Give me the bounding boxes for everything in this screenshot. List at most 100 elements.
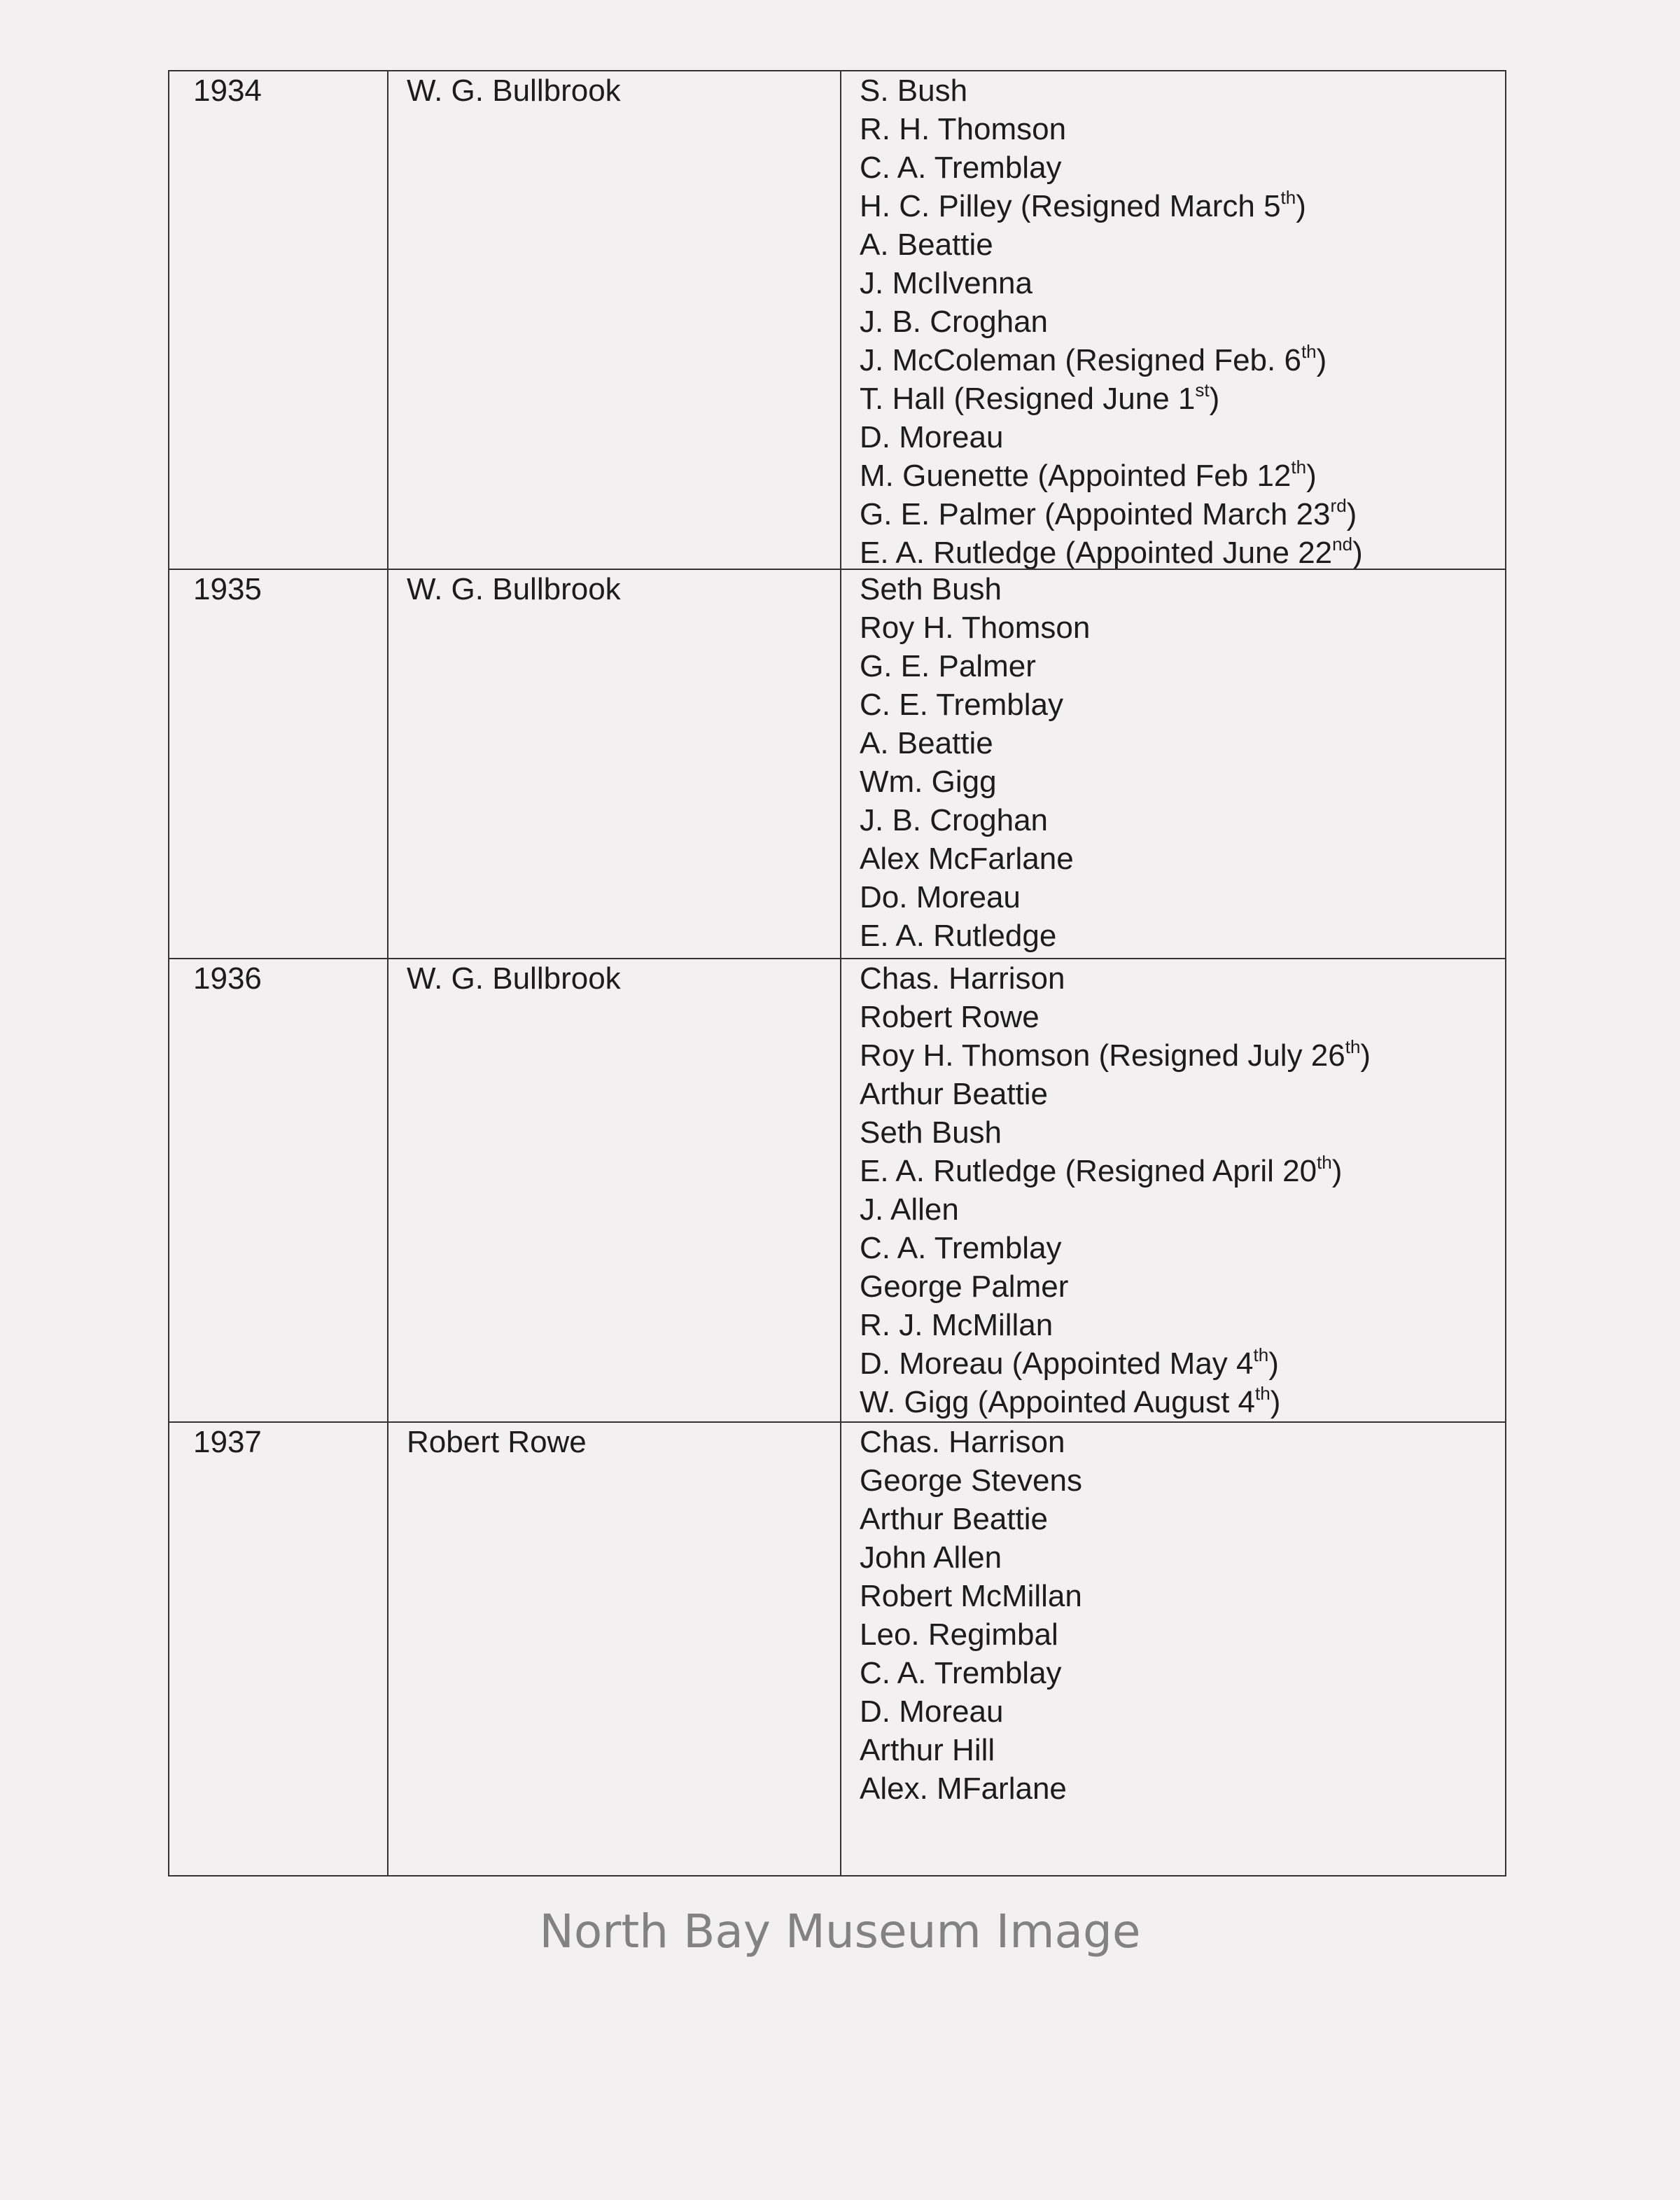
member-text: E. A. Rutledge (Appointed June 22 <box>860 536 1333 570</box>
council-member: Chas. Harrison <box>860 1423 1505 1461</box>
year-cell: 1936 <box>169 959 388 1421</box>
council-member: Robert Rowe <box>860 998 1505 1036</box>
council-member: G. E. Palmer (Appointed March 23rd) <box>860 495 1505 534</box>
council-member: Seth Bush <box>860 1113 1505 1152</box>
closing-paren: ) <box>1270 1385 1281 1419</box>
member-text: C. A. Tremblay <box>860 151 1062 185</box>
member-text: C. A. Tremblay <box>860 1231 1062 1265</box>
member-text: George Palmer <box>860 1269 1069 1304</box>
council-member: Alex McFarlane <box>860 840 1505 878</box>
member-text: Wm. Gigg <box>860 765 997 799</box>
council-member: George Palmer <box>860 1267 1505 1306</box>
member-text: Seth Bush <box>860 1115 1002 1150</box>
council-member: Wm. Gigg <box>860 763 1505 801</box>
member-text: J. McColeman (Resigned Feb. 6 <box>860 343 1301 377</box>
member-text: D. Moreau <box>860 420 1004 454</box>
council-cell: S. Bush R. H. Thomson C. A. Tremblay H. C. … <box>841 71 1505 570</box>
ordinal-suffix: th <box>1255 1383 1270 1404</box>
mayor-cell: W. G. Bullbrook <box>388 959 841 1421</box>
council-member: J. B. Croghan <box>860 801 1505 840</box>
closing-paren: ) <box>1360 1038 1371 1073</box>
council-member: C. E. Tremblay <box>860 685 1505 724</box>
member-text: Arthur Beattie <box>860 1077 1049 1111</box>
closing-paren: ) <box>1346 497 1357 531</box>
member-text: G. E. Palmer (Appointed March 23 <box>860 497 1331 531</box>
council-member: J. Allen <box>860 1190 1505 1229</box>
ordinal-suffix: nd <box>1332 534 1353 555</box>
closing-paren: ) <box>1209 382 1220 416</box>
council-member: Alex. MFarlane <box>860 1769 1505 1808</box>
mayor-cell: W. G. Bullbrook <box>388 71 841 569</box>
council-member: Chas. Harrison <box>860 959 1505 998</box>
member-text: C. A. Tremblay <box>860 1656 1062 1690</box>
year-cell: 1935 <box>169 570 388 958</box>
member-text: H. C. Pilley (Resigned March 5 <box>860 189 1281 223</box>
council-member: J. McIlvenna <box>860 264 1505 302</box>
member-text: T. Hall (Resigned June 1 <box>860 382 1196 416</box>
member-text: E. A. Rutledge (Resigned April 20 <box>860 1154 1317 1188</box>
member-text: C. E. Tremblay <box>860 688 1063 722</box>
table-row: 1934 W. G. Bullbrook S. Bush R. H. Thomson C… <box>168 70 1506 570</box>
council-member: J. B. Croghan <box>860 302 1505 341</box>
ordinal-suffix: th <box>1301 341 1317 362</box>
member-text: J. B. Croghan <box>860 803 1049 837</box>
member-text: A. Beattie <box>860 726 993 760</box>
member-text: A. Beattie <box>860 228 993 262</box>
mayor-cell: Robert Rowe <box>388 1423 841 1875</box>
member-text: M. Guenette (Appointed Feb 12 <box>860 459 1292 493</box>
member-text: R. J. McMillan <box>860 1308 1054 1342</box>
member-text: J. Allen <box>860 1192 959 1227</box>
member-text: Alex McFarlane <box>860 842 1074 876</box>
member-text: D. Moreau (Appointed May 4 <box>860 1346 1254 1381</box>
council-member: G. E. Palmer <box>860 647 1505 685</box>
member-text: S. Bush <box>860 74 968 108</box>
member-text: Leo. Regimbal <box>860 1617 1058 1652</box>
council-member: Arthur Beattie <box>860 1075 1505 1113</box>
member-text: George Stevens <box>860 1463 1082 1498</box>
council-member: W. Gigg (Appointed August 4th) <box>860 1383 1505 1421</box>
member-text: G. E. Palmer <box>860 649 1036 683</box>
council-member: R. J. McMillan <box>860 1306 1505 1344</box>
ordinal-suffix: th <box>1317 1152 1332 1173</box>
council-member: R. H. Thomson <box>860 110 1505 148</box>
member-text: D. Moreau <box>860 1694 1004 1729</box>
council-cell: Chas. Harrison George Stevens Arthur Beatt… <box>841 1423 1505 1875</box>
year-cell: 1937 <box>169 1423 388 1875</box>
council-member: D. Moreau <box>860 418 1505 457</box>
closing-paren: ) <box>1268 1346 1279 1381</box>
council-member: Seth Bush <box>860 570 1505 608</box>
member-text: Seth Bush <box>860 572 1002 606</box>
council-cell: Chas. Harrison Robert Rowe Roy H. Thomson … <box>841 959 1505 1421</box>
member-text: J. McIlvenna <box>860 266 1032 300</box>
council-member: Arthur Hill <box>860 1731 1505 1769</box>
member-text: J. B. Croghan <box>860 305 1049 339</box>
council-member: E. A. Rutledge <box>860 917 1505 955</box>
mayor-cell: W. G. Bullbrook <box>388 570 841 958</box>
council-member: D. Moreau <box>860 1692 1505 1731</box>
council-member: Leo. Regimbal <box>860 1615 1505 1654</box>
member-text: Roy H. Thomson <box>860 611 1091 645</box>
council-member: John Allen <box>860 1538 1505 1577</box>
council-cell: Seth Bush Roy H. Thomson G. E. Palmer C. E.… <box>841 570 1505 958</box>
member-text: Do. Moreau <box>860 880 1021 914</box>
council-member: Roy H. Thomson (Resigned July 26th) <box>860 1036 1505 1075</box>
closing-paren: ) <box>1316 343 1327 377</box>
council-member: A. Beattie <box>860 225 1505 264</box>
ordinal-suffix: th <box>1280 187 1296 208</box>
council-member: A. Beattie <box>860 724 1505 763</box>
table-row: 1937 Robert Rowe Chas. Harrison George Stev… <box>168 1421 1506 1877</box>
member-text: Arthur Hill <box>860 1733 995 1767</box>
council-member: Roy H. Thomson <box>860 608 1505 647</box>
council-member: C. A. Tremblay <box>860 148 1505 187</box>
member-text: John Allen <box>860 1540 1002 1575</box>
member-text: Robert McMillan <box>860 1579 1082 1613</box>
member-text: W. Gigg (Appointed August 4 <box>860 1385 1256 1419</box>
watermark: North Bay Museum Image <box>539 1905 1141 1958</box>
member-text: Roy H. Thomson (Resigned July 26 <box>860 1038 1345 1073</box>
council-member: Do. Moreau <box>860 878 1505 917</box>
member-text: R. H. Thomson <box>860 112 1067 146</box>
council-member: S. Bush <box>860 71 1505 110</box>
council-member: H. C. Pilley (Resigned March 5th) <box>860 187 1505 225</box>
year-cell: 1934 <box>169 71 388 569</box>
closing-paren: ) <box>1296 189 1306 223</box>
